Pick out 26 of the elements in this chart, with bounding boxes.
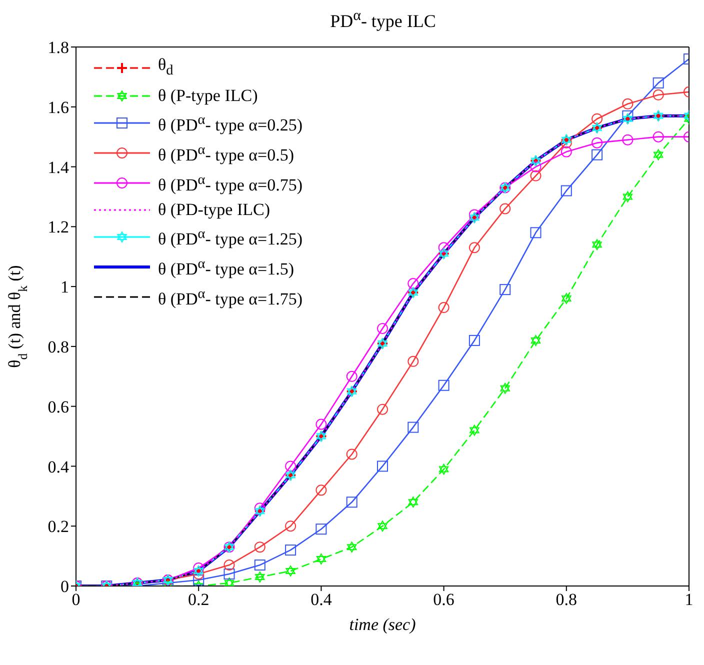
x-axis-title: time (sec) [349, 615, 416, 634]
y-tick-label: 0.6 [48, 397, 69, 416]
y-tick-label: 0 [60, 577, 69, 596]
y-tick-label: 0.4 [48, 457, 70, 476]
x-tick-label: 0.8 [556, 590, 578, 610]
x-tick-label: 1 [684, 590, 694, 610]
y-tick-label: 1.2 [48, 218, 69, 237]
y-tick-label: 0.2 [48, 517, 69, 536]
y-tick-label: 1.6 [48, 98, 69, 117]
legend-label: θ$_{d}$ [158, 54, 174, 80]
legend-label: θ (PD$^{α}$- type α=1.5) [158, 255, 294, 281]
legend-label: θ (PD-type ILC) [158, 199, 270, 222]
x-tick-label: 0.6 [433, 590, 454, 610]
chart-title: PD$^{α}$- type ILC [329, 8, 437, 33]
y-tick-label: 1.8 [48, 38, 69, 58]
legend-label: θ (PD$^{α}$- type α=1.75) [158, 284, 303, 310]
x-tick-label: 0.4 [310, 590, 332, 610]
legend-label: θ (PD$^{α}$- type α=0.5) [158, 141, 294, 167]
legend-label: θ (PD$^{α}$- type α=0.25) [158, 111, 303, 138]
legend-label: θ (PD$^{α}$- type α=1.25) [158, 225, 303, 252]
y-tick-label: 1.4 [48, 158, 70, 177]
y-tick-label: 1 [60, 278, 69, 297]
legend-label: θ (P-type ILC) [158, 85, 258, 108]
legend-label: θ (PD$^{α}$- type α=0.75) [158, 170, 303, 196]
x-tick-label: 0.2 [188, 590, 210, 610]
y-tick-label: 0.8 [48, 337, 69, 356]
